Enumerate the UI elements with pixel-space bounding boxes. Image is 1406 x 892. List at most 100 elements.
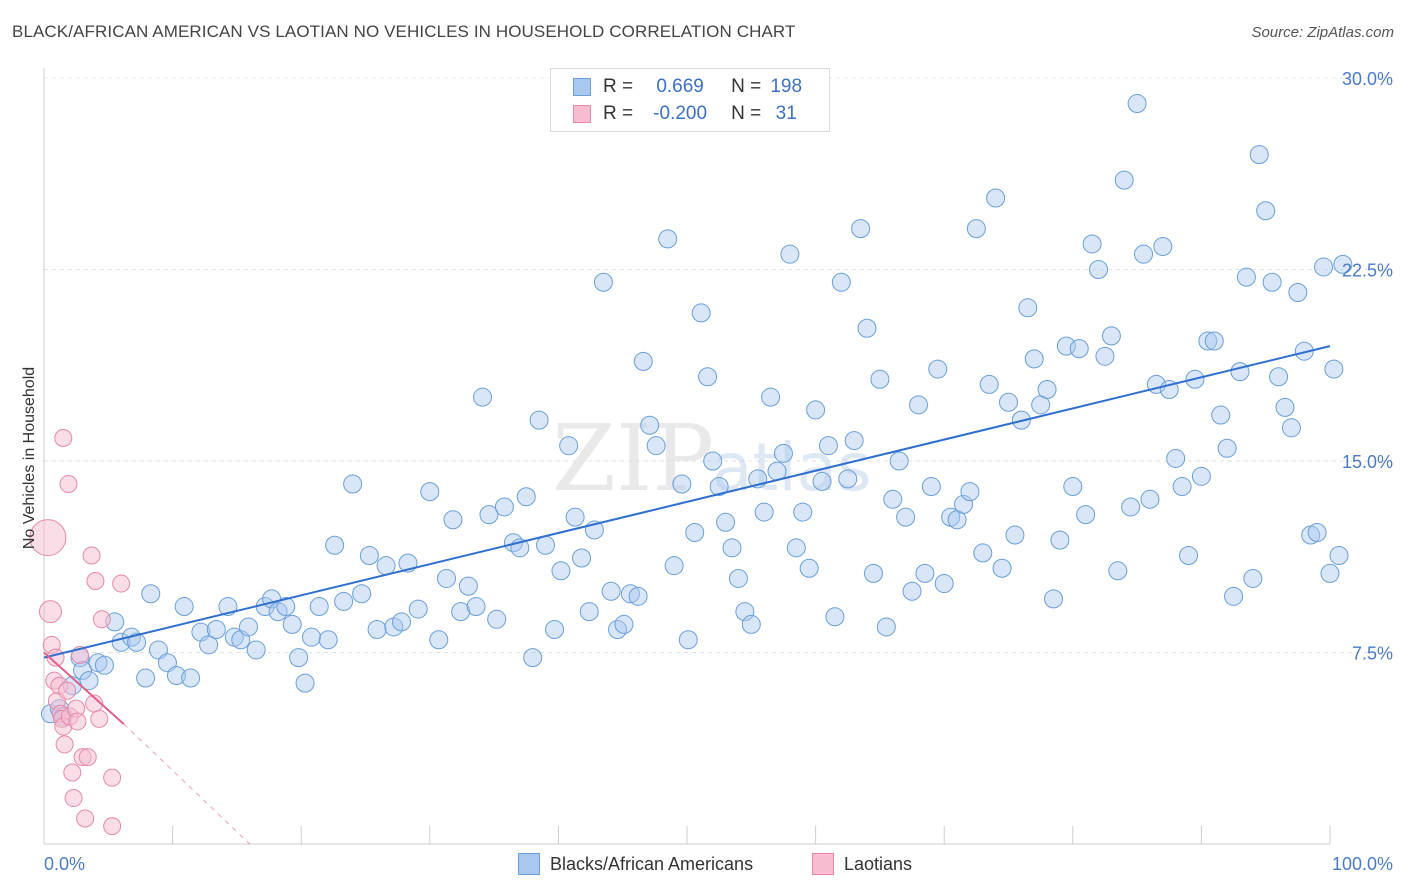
blacks-point: [1108, 561, 1128, 581]
blacks-point: [309, 597, 329, 617]
legend-n-value: 198: [770, 76, 803, 97]
blacks-point: [1018, 298, 1038, 318]
blacks-point: [1050, 530, 1070, 550]
chart-title: BLACK/AFRICAN AMERICAN VS LAOTIAN NO VEH…: [12, 22, 796, 41]
tick-labels: 7.5% 15.0% 22.5% 30.0% 0.0% 100.0%: [44, 69, 1393, 874]
blacks-point: [1294, 341, 1314, 361]
trend-lines: [43, 345, 1331, 845]
blacks-point: [246, 640, 266, 660]
blacks-point: [529, 410, 549, 430]
blacks-point: [1089, 260, 1109, 279]
blacks-point: [1005, 525, 1025, 545]
blacks-point: [1166, 448, 1186, 468]
blacks-point: [466, 597, 486, 617]
y-tick-label: 22.5%: [1342, 261, 1393, 281]
laotians-point: [55, 735, 74, 754]
blacks-point: [593, 272, 613, 292]
blacks-point: [536, 535, 556, 555]
laotians-point: [59, 474, 78, 493]
grid-lines: [44, 77, 1394, 653]
blacks-point: [1024, 349, 1044, 369]
blacks-point: [735, 602, 755, 622]
blacks-point: [343, 474, 363, 494]
blacks-point: [986, 188, 1006, 208]
blacks-point: [992, 558, 1012, 578]
laotians-point: [68, 712, 87, 731]
blacks-point: [902, 581, 922, 601]
blacks-point: [672, 474, 692, 494]
blacks-point: [863, 563, 883, 583]
blacks-point: [953, 494, 973, 514]
blacks-point: [565, 507, 585, 527]
blacks-point: [921, 477, 941, 497]
laotians-point: [58, 681, 77, 700]
blacks-point: [318, 630, 338, 650]
blacks-point: [614, 614, 634, 634]
blacks-point: [295, 673, 315, 693]
blacks-point: [793, 502, 813, 522]
blacks-point: [206, 620, 226, 640]
blacks-point: [579, 602, 599, 622]
blacks-point: [437, 568, 457, 588]
blacks-point: [1217, 438, 1237, 458]
blacks-point: [325, 535, 345, 555]
legend-n-label: N =: [731, 76, 762, 97]
blacks-point: [633, 351, 653, 371]
blacks-point: [786, 538, 806, 558]
legend-n-label: N =: [731, 103, 762, 124]
blacks-point: [934, 574, 954, 594]
blacks-point: [601, 581, 621, 601]
blacks-point: [94, 655, 114, 675]
blacks-point: [166, 665, 186, 685]
blacks-point: [199, 635, 219, 655]
blacks-point: [870, 369, 890, 389]
laotians-point: [78, 748, 97, 767]
blacks-point: [818, 436, 838, 456]
blacks-point: [334, 591, 354, 611]
bottom-legend-swatch-blacks: [518, 853, 540, 875]
blacks-point: [857, 318, 877, 338]
laotians-point: [76, 809, 95, 828]
blacks-point: [722, 538, 742, 558]
laotians-point: [38, 600, 62, 624]
bottom-legend-laotians: Laotians: [812, 852, 912, 876]
laotians-point: [29, 519, 67, 557]
blacks-point: [1224, 586, 1244, 606]
correlation-legend: R = 0.669 N = 198 R = -0.200 N = 31: [550, 68, 830, 132]
blacks-point: [709, 477, 729, 497]
laotians-point: [92, 610, 111, 629]
blacks-point: [773, 443, 793, 463]
blacks-point: [851, 219, 871, 239]
blacks-point: [451, 602, 471, 622]
bottom-legend-label-laotians: Laotians: [844, 853, 913, 874]
blacks-point: [458, 576, 478, 596]
blacks-point: [1140, 489, 1160, 509]
legend-n-value: 31: [775, 103, 797, 124]
blacks-point: [703, 451, 723, 471]
blacks-point: [1134, 244, 1154, 264]
blacks-point: [999, 392, 1018, 412]
blacks-point: [1204, 331, 1224, 351]
blacks-point: [844, 431, 864, 451]
blacks-point: [608, 620, 628, 640]
blacks-point: [523, 648, 543, 668]
blacks-point: [443, 510, 463, 530]
blacks-point: [1320, 563, 1340, 583]
laotians-point: [103, 817, 122, 836]
blacks-point: [889, 451, 909, 471]
blacks-point: [516, 487, 536, 507]
blacks-point: [838, 469, 858, 489]
bottom-legend-swatch-laotians: [812, 853, 834, 875]
blacks-point: [780, 244, 800, 264]
blacks-point: [1076, 505, 1096, 525]
blacks-point: [359, 545, 379, 565]
blacks-point: [1191, 466, 1211, 486]
legend-r-label: R =: [603, 76, 634, 97]
blacks-point: [141, 584, 161, 604]
series-laotians-points: [29, 429, 131, 836]
blacks-point: [1262, 272, 1282, 292]
blacks-point: [1249, 145, 1269, 165]
legend-r-value: 0.669: [656, 76, 704, 97]
blacks-point: [628, 586, 648, 606]
y-tick-label: 15.0%: [1342, 452, 1393, 472]
